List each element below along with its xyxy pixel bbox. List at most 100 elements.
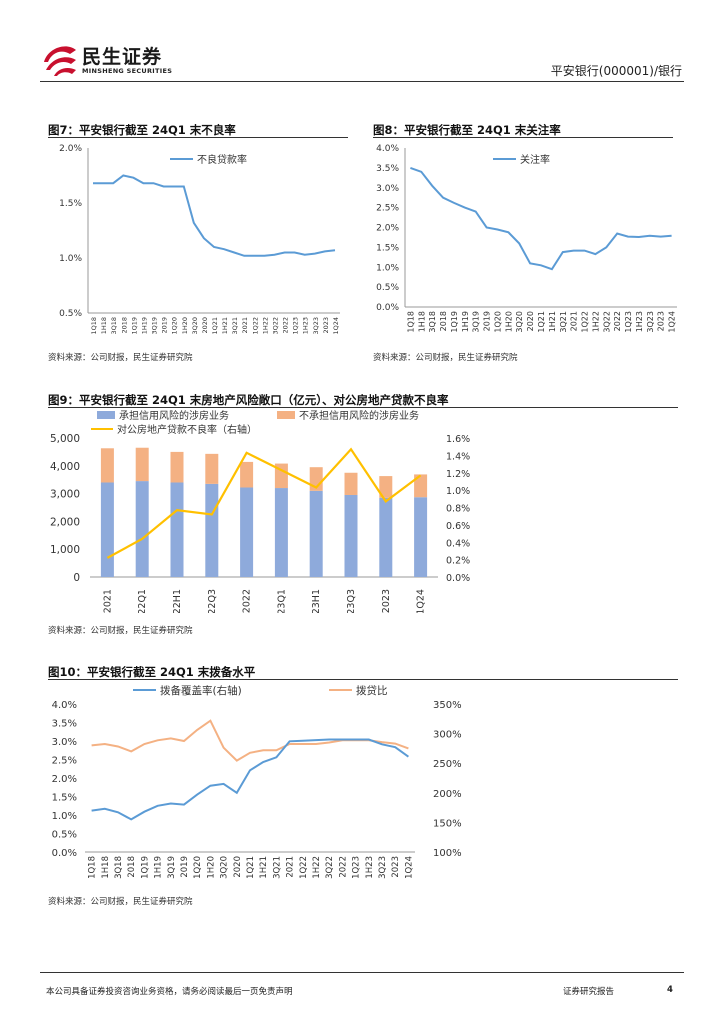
- chart7-xtick: 3Q20: [191, 317, 199, 335]
- chart9-bar-no-credit-risk: [205, 453, 219, 484]
- chart7-ytick: 1.0%: [59, 254, 82, 264]
- report-title: 平安银行(000001)/银行: [550, 64, 682, 78]
- chart10-xtick: 2019: [180, 856, 190, 878]
- chart9-bar-credit-risk: [240, 487, 254, 577]
- footer-disclaimer: 本公司具备证券投资咨询业务资格，请务必阅读最后一页免责声明: [46, 987, 293, 997]
- chart8-ytick: 0.0%: [376, 303, 399, 313]
- chart9-xtick: 22H1: [172, 589, 183, 613]
- chart8-ytick: 1.5%: [376, 243, 399, 253]
- chart7-xtick: 2021: [241, 317, 249, 334]
- chart10-xtick: 3Q22: [325, 856, 335, 879]
- chart8-ytick: 3.0%: [376, 184, 399, 194]
- chart9-bar-credit-risk: [309, 490, 323, 577]
- figure-10-chart: 0.0% 0.5% 1.0% 1.5% 2.0% 2.5% 3.0% 3.5% 4.0% 100%…: [52, 684, 462, 879]
- chart7-xtick: 1H22: [261, 317, 269, 334]
- chart7-ytick: 0.5%: [59, 309, 82, 319]
- chart8-legend-label: 关注率: [520, 153, 550, 166]
- chart10-xtick: 1Q22: [299, 856, 309, 879]
- chart7-series-line: [93, 174, 336, 257]
- chart9-ytick: 3,000: [50, 489, 80, 501]
- chart8-ytick: 2.5%: [376, 204, 399, 214]
- chart10-xtick: 1H19: [154, 856, 164, 879]
- figure-7-source: 资料来源：公司财报，民生证券研究院: [48, 353, 193, 363]
- figure-10-title-rule: [48, 679, 678, 680]
- figure-9-title: 图9：平安银行截至 24Q1 末房地产风险敞口（亿元）、对公房地产贷款不良率: [48, 393, 449, 407]
- chart8-xtick: 1H23: [635, 311, 644, 332]
- chart10-xtick: 1H21: [259, 856, 269, 879]
- chart7-xtick: 2020: [201, 317, 209, 334]
- figure-9-title-rule: [48, 407, 678, 408]
- chart8-xtick: 3Q20: [515, 311, 524, 333]
- chart8-xtick: 3Q21: [559, 311, 568, 333]
- chart9-y2tick: 0.4%: [446, 538, 470, 549]
- chart7-xtick: 1H20: [181, 317, 189, 334]
- chart8-ytick: 4.0%: [376, 144, 399, 154]
- chart7-xtick: 1Q21: [211, 317, 219, 335]
- chart8-ytick: 1.0%: [376, 263, 399, 273]
- chart8-series-line: [410, 166, 672, 271]
- chart9-bar-credit-risk: [379, 497, 393, 577]
- figure-7-chart: 0.5% 1.0% 1.5% 2.0% 1Q18 1H18 3Q18 2018 1Q19 1H19…: [59, 144, 340, 335]
- brand-name-cn: 民生证券: [82, 46, 163, 68]
- chart7-xtick: 2019: [161, 317, 169, 334]
- chart7-xtick: 2023: [322, 317, 330, 334]
- chart9-y2tick: 1.2%: [446, 469, 470, 480]
- chart7-xtick: 3Q19: [151, 317, 159, 335]
- footer-report-type: 证券研究报告: [563, 987, 615, 997]
- chart8-xtick: 1Q22: [581, 311, 590, 333]
- figure-9-source: 资料来源：公司财报，民生证券研究院: [48, 626, 193, 636]
- chart10-provision-ratio-line: [91, 719, 409, 762]
- chart10-xtick: 1H23: [365, 856, 375, 879]
- chart7-xtick: 1Q18: [90, 317, 98, 335]
- chart7-xtick: 1Q23: [292, 317, 300, 335]
- chart8-xtick: 2019: [483, 311, 492, 331]
- chart9-bar-no-credit-risk: [414, 474, 428, 498]
- chart8-xtick: 1Q19: [450, 311, 459, 333]
- chart7-ytick: 1.5%: [59, 199, 82, 209]
- chart10-xtick: 3Q21: [272, 856, 282, 879]
- chart9-bar-credit-risk: [274, 488, 288, 577]
- chart7-xtick: 1Q19: [130, 317, 138, 335]
- chart8-ytick: 0.5%: [376, 283, 399, 293]
- chart8-xtick: 2018: [439, 311, 448, 331]
- figure-8-chart: 0.0% 0.5% 1.0% 1.5% 2.0% 2.5% 3.0% 3.5% 4.0% 1Q18…: [376, 144, 677, 333]
- figure-7-title: 图7：平安银行截至 24Q1 末不良率: [48, 123, 236, 137]
- chart7-xtick: 2018: [120, 317, 128, 334]
- chart8-xtick: 2023: [657, 311, 666, 331]
- brand-logo: 民生证券 MINSHENG SECURITIES: [40, 40, 180, 80]
- chart7-legend-label: 不良贷款率: [197, 153, 247, 166]
- chart9-legend-label-2: 不承担信用风险的涉房业务: [299, 409, 419, 422]
- chart9-xtick: 22Q3: [207, 589, 218, 613]
- chart10-ytick: 2.0%: [52, 774, 77, 785]
- chart10-y2tick: 250%: [433, 759, 462, 770]
- chart9-xtick: 2021: [102, 589, 113, 613]
- chart10-xtick: 3Q23: [378, 856, 388, 879]
- chart8-xtick: 1Q20: [493, 311, 502, 333]
- chart10-ytick: 4.0%: [52, 700, 77, 711]
- chart10-xtick: 1Q21: [246, 856, 256, 879]
- chart10-ytick: 2.5%: [52, 756, 77, 767]
- chart10-coverage-line: [91, 738, 409, 821]
- chart7-xtick: 3Q22: [271, 317, 279, 335]
- chart7-xtick: 1Q20: [171, 317, 179, 335]
- chart9-bar-credit-risk: [170, 482, 184, 577]
- chart10-xtick: 2022: [338, 856, 348, 878]
- chart9-xtick: 2023: [381, 589, 392, 613]
- chart8-xtick: 3Q19: [472, 311, 481, 333]
- chart8-xtick: 1H22: [591, 311, 600, 332]
- chart10-y2tick: 350%: [433, 700, 462, 711]
- chart10-xtick: 2018: [127, 856, 137, 878]
- chart10-ytick: 0.0%: [52, 848, 77, 859]
- chart10-xtick: 3Q19: [167, 856, 177, 879]
- chart10-xtick: 3Q20: [220, 856, 230, 879]
- chart9-xtick: 2022: [242, 589, 253, 613]
- figure-8-title-rule: [373, 137, 673, 138]
- chart9-xtick: 23Q3: [346, 589, 357, 613]
- chart8-xtick: 3Q18: [428, 311, 437, 333]
- figure-10-title: 图10：平安银行截至 24Q1 末拨备水平: [48, 665, 256, 679]
- footer-rule: [40, 972, 684, 973]
- chart8-xtick: 1Q24: [668, 311, 677, 333]
- chart9-bar-no-credit-risk: [100, 448, 114, 483]
- chart8-xtick: 2020: [526, 311, 535, 331]
- chart10-xtick: 1Q18: [88, 856, 98, 879]
